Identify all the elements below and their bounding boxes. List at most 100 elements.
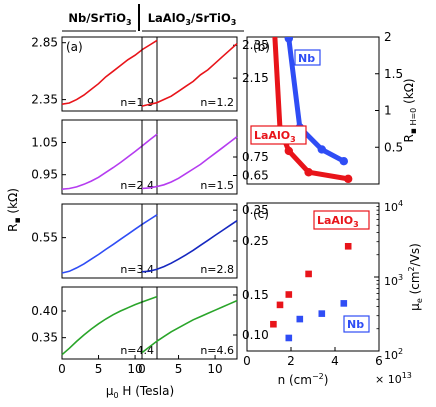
- panel-frame: [61, 119, 158, 195]
- legend-label-laalo3: LaAlO3: [317, 214, 359, 229]
- shared-ylabel: R▪ (kΩ): [6, 188, 23, 232]
- legend-box-nb: [343, 315, 370, 333]
- n-annotation: n=4.6: [200, 344, 234, 357]
- legend-label-laalo3: LaAlO3: [254, 129, 296, 144]
- x-multiplier: × 1013: [375, 371, 412, 386]
- n-annotation: n=2.4: [120, 179, 154, 192]
- x-tick-label: 0: [58, 362, 66, 376]
- series-group: [269, 6, 353, 184]
- panel-frame: [61, 203, 158, 279]
- panel-frame: [61, 286, 158, 360]
- n-annotation: n=3.4: [120, 263, 154, 276]
- y-tick-label: 0.75: [242, 150, 269, 164]
- x-tick-label: 5: [175, 362, 183, 376]
- scatter-point-laalo: [344, 242, 352, 250]
- series-line: [61, 295, 158, 356]
- series-line-laalo: [272, 37, 349, 182]
- panel-left-row3: 0.55 n=3.4: [31, 203, 158, 279]
- n-annotation: n=1.2: [200, 96, 234, 109]
- panel-right-row3: 0.35 0.25 n=2.8: [141, 203, 269, 279]
- legend-box-laalo3: [313, 210, 370, 230]
- legend-box-nb: [294, 49, 321, 66]
- legend-box-laalo3: [250, 125, 307, 145]
- y-tick-label: 1.05: [31, 136, 58, 150]
- panel-right-row2: 0.75 0.65 n=1.5: [141, 119, 269, 195]
- x-tick-label: 10: [207, 362, 222, 376]
- y-tick-label: 2.85: [31, 36, 58, 50]
- y-tick-label: 0.25: [242, 234, 269, 248]
- scatter-point-laalo: [276, 301, 284, 309]
- y-tick-label: 2.15: [242, 71, 269, 85]
- scatter-point-laalo: [305, 270, 312, 278]
- y-tick-label: 102: [384, 347, 403, 362]
- y-tick-label: 0.35: [242, 203, 269, 217]
- shared-xlabel: μ0 H (Tesla): [106, 384, 174, 400]
- data-point: [339, 157, 348, 166]
- series-line: [61, 39, 158, 105]
- scatter-point-nb: [296, 315, 304, 323]
- panel-frame: [141, 36, 238, 112]
- panel-left-row1: 2.85 2.35 (a) n=1.9: [31, 36, 158, 112]
- panels-layer: 2.852.35(a)n=1.91.050.95n=2.40.55n=3.40.…: [31, 6, 424, 387]
- data-point: [317, 145, 326, 154]
- scatter-point-nb: [318, 310, 326, 317]
- scatter-point-laalo: [270, 320, 277, 328]
- series-line: [141, 299, 238, 354]
- panel-label: (b): [253, 40, 270, 54]
- series-line: [141, 43, 238, 107]
- y-tick-label: 0.10: [242, 328, 269, 342]
- legend-label-nb: Nb: [347, 318, 364, 331]
- y-axis-label: R▪ H=0 (kΩ): [402, 78, 419, 142]
- y-tick-label: 0.65: [242, 169, 269, 183]
- panel-b: 2 1.5 1 0.5R▪ H=0 (kΩ) (b) Nb LaAlO3: [246, 6, 419, 185]
- series-line: [141, 220, 238, 273]
- y-tick-label: 0.5: [384, 140, 403, 154]
- x-axis-label: n (cm−2): [278, 372, 329, 387]
- panel-right-row4: 0.15 0.10 0 5 10 n=4.6: [138, 286, 269, 376]
- n-annotation: n=1.5: [200, 179, 234, 192]
- data-point: [304, 168, 313, 177]
- panel-left-row2: 1.05 0.95 n=2.4: [31, 119, 158, 195]
- x-tick-label: 6: [375, 354, 383, 368]
- y-tick-label: 0.35: [31, 331, 58, 345]
- y-tick-label: 0.95: [31, 168, 58, 182]
- series-line: [61, 214, 158, 274]
- n-annotation: n=1.9: [120, 96, 154, 109]
- x-tick-label: 0: [243, 354, 251, 368]
- panel-right-row1: 2.35 2.15 n=1.2: [141, 36, 269, 112]
- y-tick-label: 104: [384, 199, 403, 214]
- data-point: [269, 6, 277, 14]
- n-annotation: n=2.8: [200, 263, 234, 276]
- x-tick-label: 5: [95, 362, 103, 376]
- scatter-point-laalo: [285, 291, 293, 298]
- panel-left-row4: 0.40 0.35 0 5 10 n=4.4: [31, 286, 158, 376]
- y-axis-label: μe (cm2/Vs): [407, 243, 424, 311]
- panel-label: (a): [66, 40, 83, 54]
- y-tick-label: 0.55: [31, 231, 58, 245]
- panel-c: 0 2 4 6 104 103 102 n (cm−2) × 1013 μe (cm2/Vs) (c…: [243, 199, 424, 387]
- data-point: [284, 146, 293, 156]
- y-tick-label: 2.35: [31, 93, 58, 107]
- y-tick-label: 0.40: [31, 304, 58, 318]
- series-line: [61, 133, 158, 190]
- y-tick-label: 103: [384, 273, 403, 288]
- x-tick-label: 10: [127, 362, 142, 376]
- header-nb-srtio3: Nb/SrTiO3: [68, 11, 131, 27]
- legend-label-nb: Nb: [298, 52, 315, 65]
- header-laalo3-srtio3: LaAlO3/SrTiO3: [148, 11, 237, 27]
- y-tick-label: 0.15: [242, 288, 269, 302]
- y-tick-label: 2: [384, 30, 392, 44]
- scatter-point-nb: [285, 334, 293, 342]
- n-annotation: n=4.4: [120, 344, 154, 357]
- series-line: [141, 136, 238, 190]
- panel-frame: [61, 36, 158, 112]
- data-point: [284, 37, 293, 43]
- scatter-point-nb: [340, 300, 348, 307]
- y-tick-label: 2.35: [242, 38, 269, 52]
- panel-label: (c): [253, 207, 269, 221]
- y-tick-label: 1: [384, 104, 392, 118]
- x-tick-label: 0: [138, 362, 146, 376]
- x-tick-label: 2: [287, 354, 295, 368]
